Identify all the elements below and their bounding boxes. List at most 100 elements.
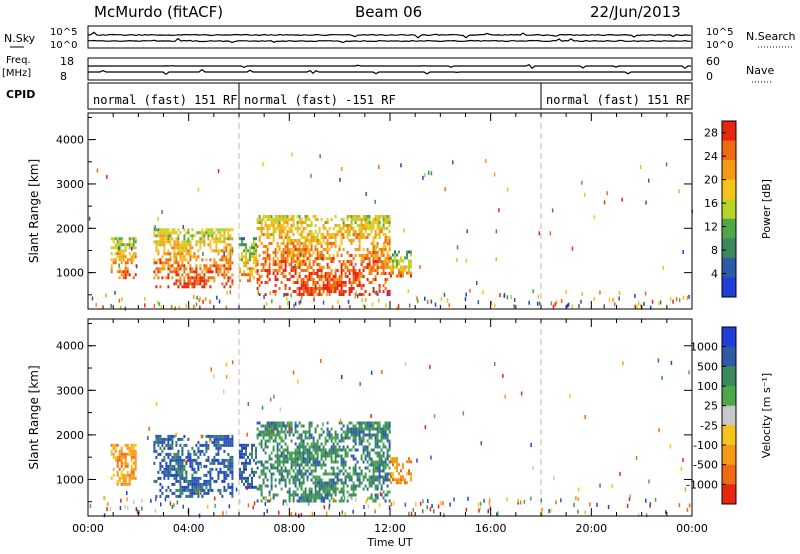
echo-cell bbox=[354, 236, 357, 239]
echo-cell bbox=[126, 270, 129, 274]
echo-cell bbox=[191, 234, 194, 238]
echo-cell bbox=[304, 227, 307, 230]
echo-cell bbox=[213, 479, 216, 483]
echo-cell bbox=[328, 499, 331, 503]
echo-cell bbox=[342, 472, 345, 476]
echo-cell bbox=[169, 237, 172, 241]
echo-cell bbox=[378, 503, 381, 508]
echo-cell bbox=[330, 454, 333, 458]
echo-cell bbox=[686, 507, 689, 512]
echo-cell bbox=[253, 267, 255, 271]
echo-cell bbox=[326, 278, 329, 281]
echo-cell bbox=[316, 275, 319, 278]
echo-cell bbox=[116, 470, 119, 474]
echo-cell bbox=[135, 507, 138, 512]
echo-cell bbox=[328, 505, 330, 510]
echo-cell bbox=[388, 421, 391, 425]
echo-cell bbox=[256, 487, 259, 491]
echo-cell bbox=[268, 490, 271, 494]
echo-cell bbox=[342, 445, 345, 449]
echo-cell bbox=[177, 279, 180, 283]
echo-cell bbox=[294, 460, 297, 464]
echo-cell bbox=[202, 299, 204, 304]
echo-cell bbox=[181, 240, 184, 244]
echo-cell bbox=[316, 442, 319, 446]
echo-cell bbox=[266, 248, 269, 251]
echo-cell bbox=[197, 479, 200, 483]
echo-cell bbox=[290, 512, 292, 517]
echo-cell bbox=[159, 228, 162, 232]
echo-cell bbox=[173, 228, 176, 232]
echo-cell bbox=[366, 439, 369, 443]
echo-cell bbox=[322, 472, 325, 476]
echo-cell bbox=[378, 164, 380, 169]
echo-cell bbox=[274, 248, 277, 251]
echo-cell bbox=[187, 261, 190, 265]
echo-cell bbox=[203, 279, 206, 283]
echo-cell bbox=[276, 221, 279, 224]
echo-cell bbox=[376, 442, 379, 446]
echo-cell bbox=[282, 260, 285, 263]
echo-cell bbox=[372, 248, 375, 251]
echo-cell bbox=[374, 445, 377, 449]
echo-cell bbox=[211, 270, 214, 274]
echo-cell bbox=[106, 507, 108, 512]
echo-cell bbox=[368, 421, 371, 425]
echo-cell bbox=[205, 440, 208, 444]
echo-cell bbox=[207, 231, 210, 235]
echo-cell bbox=[258, 475, 261, 479]
echo-cell bbox=[348, 215, 351, 218]
echo-cell bbox=[304, 242, 307, 245]
echo-cell bbox=[316, 460, 319, 464]
echo-cell bbox=[120, 449, 123, 453]
echo-cell bbox=[187, 279, 190, 283]
echo-cell bbox=[310, 457, 313, 461]
echo-cell bbox=[280, 454, 283, 458]
echo-cell bbox=[185, 231, 188, 235]
echo-cell bbox=[189, 282, 192, 286]
echo-cell bbox=[356, 248, 359, 251]
echo-cell bbox=[634, 304, 636, 309]
echo-cell bbox=[217, 446, 220, 450]
echo-cell bbox=[294, 290, 297, 293]
echo-cell bbox=[294, 260, 297, 263]
echo-cell bbox=[276, 466, 279, 470]
echo-cell bbox=[362, 224, 365, 227]
echo-cell bbox=[266, 281, 269, 284]
echo-cell bbox=[338, 293, 341, 296]
echo-cell bbox=[340, 242, 343, 245]
echo-cell bbox=[328, 278, 331, 281]
echo-cell bbox=[358, 275, 361, 278]
echo-cell bbox=[219, 446, 222, 450]
echo-cell bbox=[648, 178, 650, 183]
echo-cell bbox=[384, 424, 387, 428]
echo-cell bbox=[316, 242, 319, 245]
echo-cell bbox=[258, 215, 261, 218]
echo-cell bbox=[352, 493, 355, 497]
echo-cell bbox=[362, 478, 365, 482]
echo-cell bbox=[256, 218, 259, 221]
echo-cell bbox=[380, 215, 383, 218]
echo-cell bbox=[466, 229, 468, 234]
echo-cell bbox=[350, 269, 353, 272]
echo-cell bbox=[386, 251, 389, 254]
echo-cell bbox=[292, 290, 295, 293]
echo-cell bbox=[355, 497, 357, 502]
echo-cell bbox=[171, 443, 174, 447]
echo-cell bbox=[332, 481, 335, 485]
echo-cell bbox=[348, 478, 351, 482]
echo-cell bbox=[177, 479, 180, 483]
echo-cell bbox=[402, 274, 404, 278]
echo-cell bbox=[260, 424, 263, 428]
echo-cell bbox=[239, 267, 241, 271]
echo-cell bbox=[278, 218, 281, 221]
echo-cell bbox=[308, 445, 311, 449]
echo-cell bbox=[177, 455, 180, 459]
echo-cell bbox=[306, 499, 309, 503]
echo-cell bbox=[159, 285, 162, 289]
echo-cell bbox=[374, 248, 377, 251]
echo-cell bbox=[165, 470, 168, 474]
echo-cell bbox=[120, 255, 123, 259]
echo-cell bbox=[195, 482, 198, 486]
echo-cell bbox=[120, 461, 123, 465]
